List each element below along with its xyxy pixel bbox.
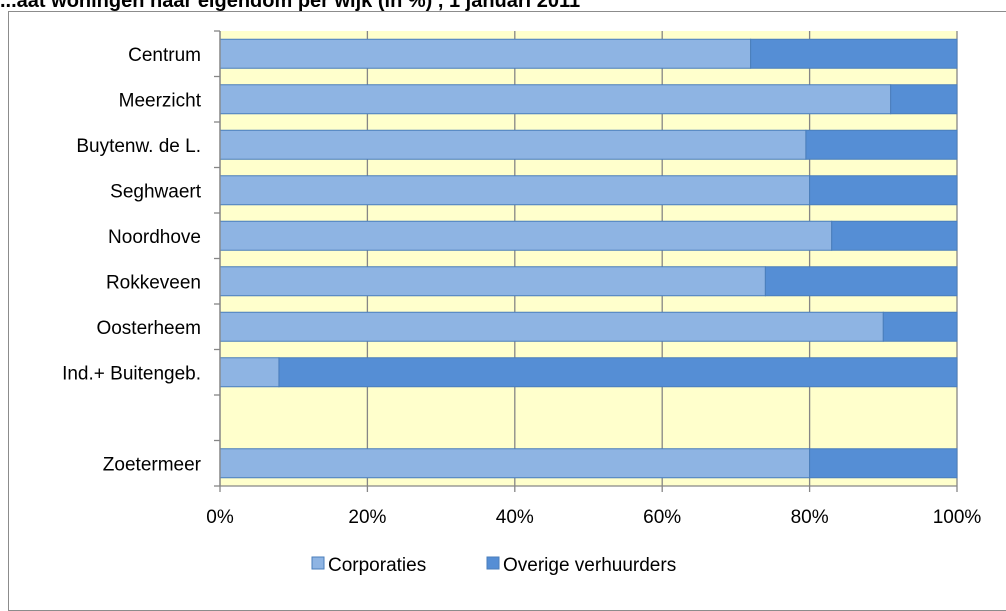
x-tick-label: 20%	[348, 507, 386, 528]
bar-segment-corporaties	[219, 38, 752, 69]
category-label: Meerzicht	[119, 90, 202, 111]
bar-segment-corporaties	[219, 220, 833, 251]
legend-label-corporaties: Corporaties	[328, 555, 426, 576]
x-tick-label: 80%	[791, 507, 829, 528]
legend: Corporaties Overige verhuurders	[311, 555, 676, 576]
x-tick-labels: 0% 20% 40% 60% 80% 100%	[206, 507, 981, 528]
bar-segment-overige-verhuurders	[831, 220, 958, 251]
x-tick-label: 40%	[496, 507, 534, 528]
category-label: Ind.+ Buitengeb.	[62, 363, 201, 384]
category-label: Oosterheem	[96, 318, 201, 339]
bar-segment-overige-verhuurders	[809, 448, 958, 479]
category-label: Zoetermeer	[103, 454, 202, 475]
category-label: Noordhove	[108, 227, 201, 248]
legend-label-overige-verhuurders: Overige verhuurders	[503, 555, 676, 576]
x-tick-label: 100%	[933, 507, 982, 528]
bar-segment-overige-verhuurders	[882, 311, 958, 342]
bars	[219, 38, 958, 479]
bar-segment-corporaties	[219, 357, 280, 388]
legend-swatch-overige-verhuurders	[486, 556, 500, 570]
bar-segment-corporaties	[219, 129, 807, 160]
bar-segment-corporaties	[219, 84, 892, 115]
category-label: Centrum	[128, 45, 201, 66]
legend-swatch-corporaties	[311, 556, 325, 570]
bar-segment-corporaties	[219, 266, 766, 297]
bar-segment-overige-verhuurders	[809, 175, 958, 206]
chart-title: ...aat woningen naar eigendom per wijk (…	[0, 0, 581, 12]
axes	[214, 30, 958, 492]
category-label: Buytenw. de L.	[76, 136, 201, 157]
x-tick-label: 60%	[643, 507, 681, 528]
bar-chart: Centrum Meerzicht Buytenw. de L. Seghwaert N…	[62, 30, 981, 576]
bar-segment-overige-verhuurders	[750, 38, 958, 69]
bar-segment-overige-verhuurders	[890, 84, 958, 115]
category-label: Seghwaert	[110, 181, 202, 202]
x-tick-label: 0%	[206, 507, 234, 528]
bar-segment-corporaties	[219, 175, 811, 206]
bar-segment-corporaties	[219, 311, 884, 342]
bar-segment-overige-verhuurders	[278, 357, 958, 388]
bar-segment-overige-verhuurders	[764, 266, 958, 297]
bar-segment-corporaties	[219, 448, 811, 479]
category-label: Rokkeveen	[106, 272, 201, 293]
bar-segment-overige-verhuurders	[805, 129, 958, 160]
category-labels: Centrum Meerzicht Buytenw. de L. Seghwaert N…	[62, 45, 202, 476]
